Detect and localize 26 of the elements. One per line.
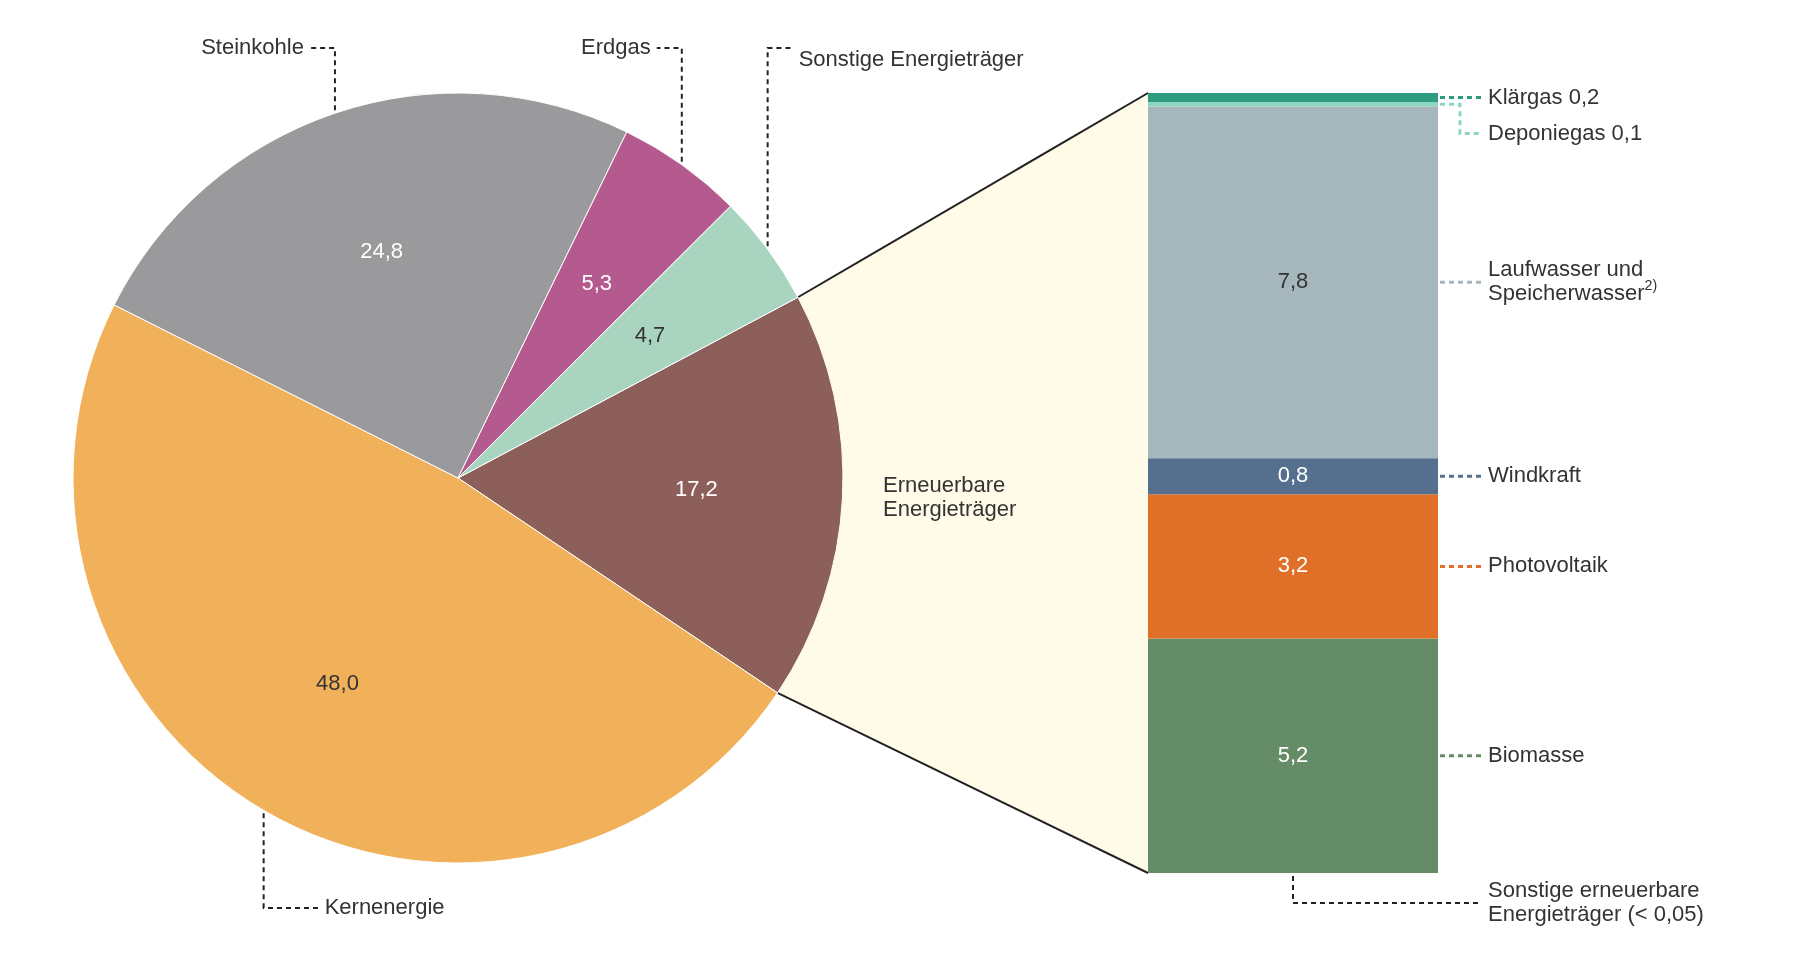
data-label: 17,2 — [674, 476, 718, 502]
bar — [1148, 458, 1438, 495]
bar — [1148, 93, 1438, 103]
data-label: 5,2 — [1277, 741, 1309, 767]
legend-label: Klärgas 0,2 — [1488, 83, 1600, 109]
slice-label: Erneuerbare Energieträger — [883, 471, 1017, 521]
slice-label: Sonstige Energieträger — [798, 45, 1024, 71]
legend-label: Photovoltaik — [1488, 552, 1609, 578]
data-label: 4,7 — [634, 321, 666, 347]
legend-label: Windkraft — [1488, 462, 1581, 488]
bar — [1148, 638, 1438, 873]
slice-label: Steinkohle — [201, 33, 304, 59]
data-label: 24,8 — [360, 237, 404, 263]
data-label: 5,3 — [581, 269, 613, 295]
data-label: 0,8 — [1277, 462, 1309, 488]
data-label: 48,0 — [316, 669, 359, 695]
data-label: 3,2 — [1277, 552, 1309, 578]
legend-label: Deponiegas 0,1 — [1488, 119, 1643, 145]
slice-label: Erdgas — [581, 33, 651, 59]
bar — [1148, 494, 1438, 639]
slice-label: Kernenergie — [324, 893, 445, 919]
bar — [1148, 102, 1438, 107]
data-label: 7,8 — [1277, 268, 1309, 294]
legend-label: Laufwasser und Speicherwasser$^{2)}$ — [1488, 256, 1658, 306]
legend-label: Biomasse — [1488, 741, 1585, 767]
text: Sonstige erneuerbare Energieträger (< 0,05) — [1488, 876, 1704, 926]
